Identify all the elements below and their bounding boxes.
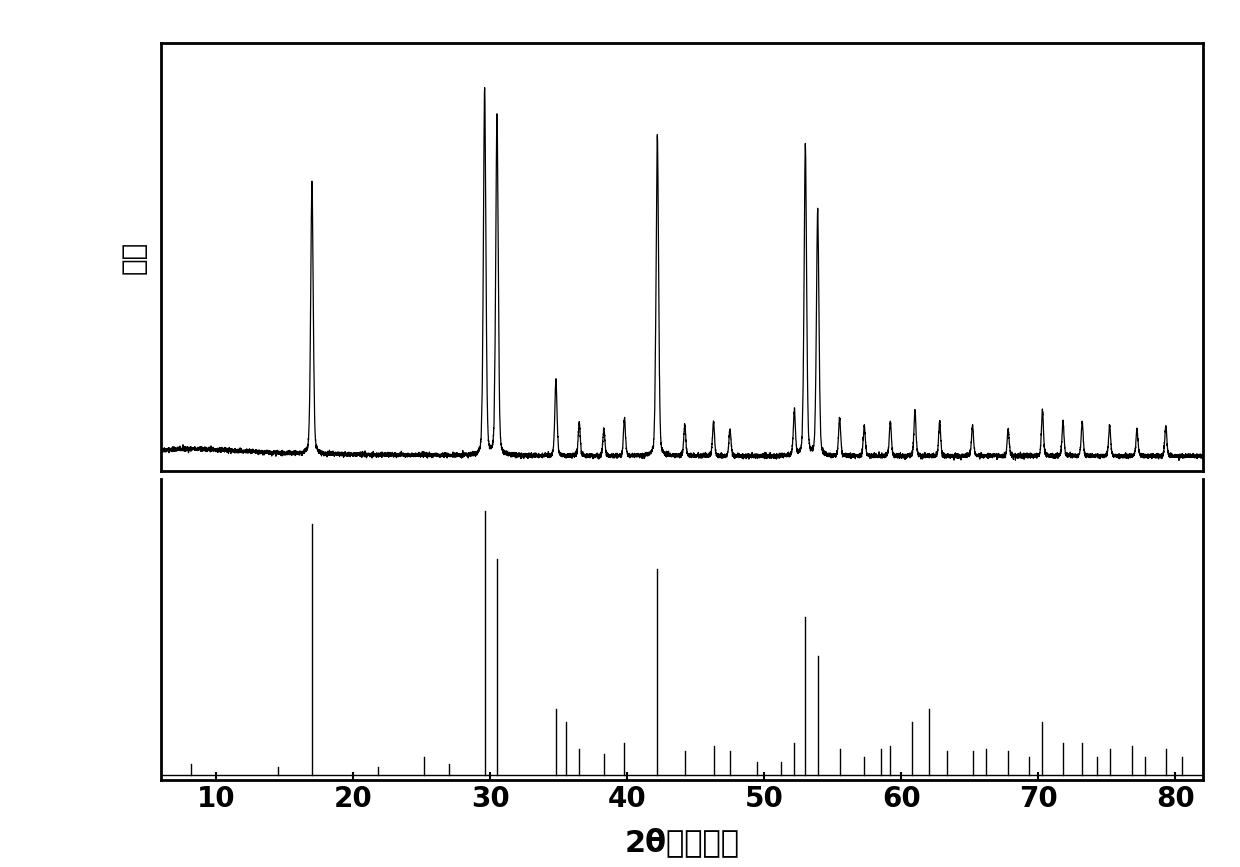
- Y-axis label: 强度: 强度: [119, 240, 148, 274]
- X-axis label: 2θ（角度）: 2θ（角度）: [625, 827, 739, 857]
